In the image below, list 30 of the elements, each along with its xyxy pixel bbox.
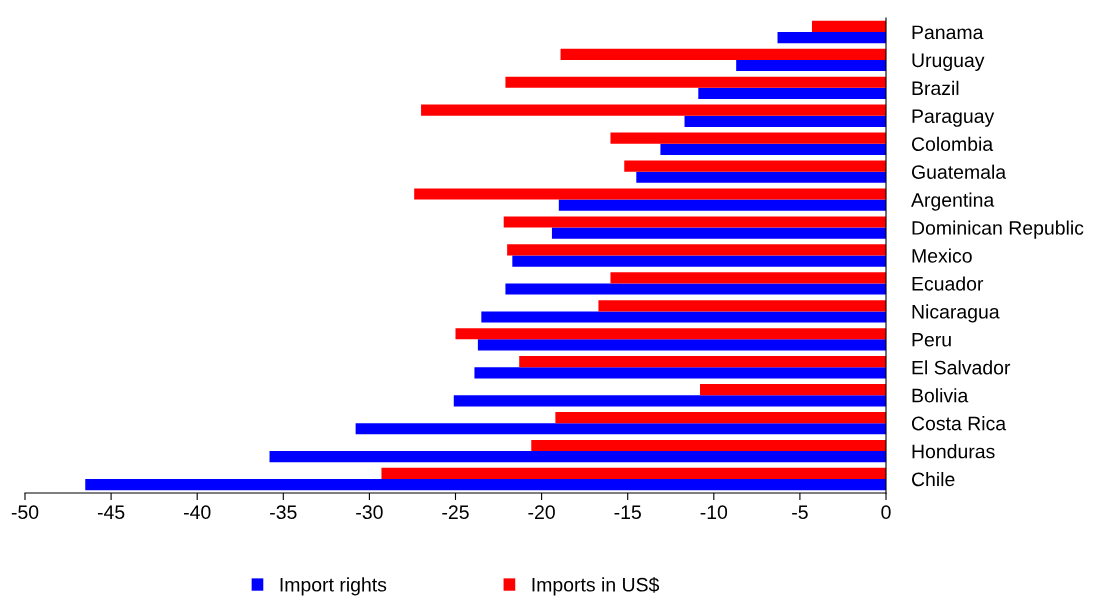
x-tick-label: -15 (614, 505, 641, 520)
legend-label: Import rights (280, 577, 387, 596)
x-tick-label: -10 (700, 505, 728, 520)
y-tick-label: Brazil (912, 80, 959, 96)
y-tick-label: Panama (912, 25, 984, 40)
x-tick-label: 0 (881, 505, 891, 520)
x-tick-label: -40 (184, 505, 211, 520)
y-tick-label: Nicaragua (912, 304, 1000, 323)
x-tick-label: -20 (528, 505, 555, 520)
y-tick-label: Ecuador (912, 276, 984, 291)
x-tick-label: -30 (356, 505, 383, 520)
y-tick-label: Dominican Republic (912, 220, 1084, 239)
y-tick-label: Chile (911, 471, 955, 487)
y-tick-label: Paraguay (912, 109, 995, 127)
y-tick-label: Guatemala (911, 164, 1007, 179)
x-tick-label: -50 (11, 505, 39, 520)
y-tick-label: Argentina (911, 192, 995, 211)
legend-label: Imports in US$ (532, 577, 660, 596)
y-tick-label: Mexico (912, 248, 972, 263)
y-tick-label: Honduras (912, 444, 995, 459)
y-tick-label: Costa Rica (911, 416, 1007, 431)
y-tick-label: Uruguay (912, 53, 985, 71)
x-tick-label: -45 (97, 505, 125, 520)
x-tick-label: -25 (442, 505, 469, 520)
x-tick-label: -5 (792, 505, 808, 520)
y-tick-label: Peru (912, 332, 951, 347)
y-tick-label: Bolivia (912, 388, 969, 403)
y-tick-label: Colombia (911, 136, 994, 151)
x-tick-label: -35 (270, 505, 297, 520)
y-tick-label: El Salvador (912, 360, 1011, 375)
